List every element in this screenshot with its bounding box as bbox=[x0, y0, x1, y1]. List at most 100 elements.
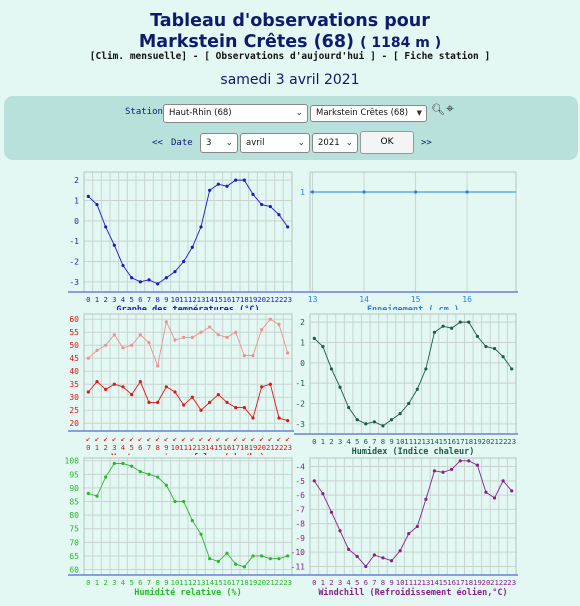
locate-target-icon[interactable]: ⌖ bbox=[446, 101, 454, 117]
data-point bbox=[268, 204, 272, 209]
data-point bbox=[86, 356, 90, 360]
x-tick-label: 1 bbox=[321, 437, 325, 446]
data-point bbox=[95, 380, 99, 384]
x-tick-label: 12 bbox=[188, 295, 197, 304]
y-tick-label: -1 bbox=[295, 379, 305, 388]
data-point bbox=[268, 382, 272, 386]
data-point bbox=[208, 400, 212, 404]
nav-links: [Clim. mensuelle] - [ Observations d'auj… bbox=[0, 51, 580, 62]
y-tick-label: 60 bbox=[69, 566, 79, 575]
data-point bbox=[104, 387, 108, 391]
data-point bbox=[260, 202, 264, 207]
data-point bbox=[424, 367, 428, 371]
data-point bbox=[251, 354, 255, 358]
y-tick-label: -3 bbox=[295, 420, 305, 429]
station-title: Markstein Crêtes (68) ( 1184 m ) bbox=[0, 31, 580, 54]
data-point bbox=[112, 333, 116, 337]
data-point bbox=[121, 461, 125, 466]
data-point bbox=[286, 419, 290, 423]
search-icon[interactable]: 🔍︎ bbox=[431, 103, 445, 116]
fiche-station-link[interactable]: [ Fiche station ] bbox=[392, 51, 491, 62]
x-tick-label: 21 bbox=[490, 437, 499, 446]
data-point bbox=[173, 338, 177, 342]
prev-day-button[interactable]: << bbox=[152, 138, 163, 148]
department-select[interactable]: Haut-Rhin (68) ⌄ bbox=[163, 104, 308, 123]
x-tick-label: 19 bbox=[249, 443, 258, 452]
x-tick-label: 13 bbox=[197, 443, 206, 452]
data-point bbox=[286, 351, 290, 355]
y-tick-label: 100 bbox=[65, 457, 80, 466]
data-point bbox=[450, 326, 454, 330]
x-tick-label: 22 bbox=[499, 437, 508, 446]
data-point bbox=[130, 393, 134, 397]
x-tick-label: 20 bbox=[257, 443, 266, 452]
y-tick-label: -6 bbox=[295, 491, 305, 500]
x-tick-label: 20 bbox=[257, 295, 266, 304]
wind-direction-arrow: ↙ bbox=[86, 434, 91, 443]
y-tick-label: -10 bbox=[291, 548, 306, 557]
data-point bbox=[164, 276, 168, 280]
x-tick-label: 10 bbox=[396, 578, 405, 587]
wind-direction-arrow: ↙ bbox=[242, 434, 247, 443]
data-point bbox=[104, 475, 108, 479]
y-tick-label: 2 bbox=[74, 176, 79, 185]
x-tick-label: 7 bbox=[147, 295, 151, 304]
data-point bbox=[95, 348, 99, 352]
data-point bbox=[112, 382, 116, 386]
data-point bbox=[467, 459, 471, 463]
data-point bbox=[225, 184, 229, 188]
next-day-button[interactable]: >> bbox=[421, 138, 432, 148]
y-tick-label: 1 bbox=[300, 338, 305, 347]
data-point bbox=[242, 354, 246, 358]
year-value: 2021 bbox=[318, 138, 340, 148]
y-tick-label: 0 bbox=[300, 359, 305, 368]
data-point bbox=[242, 178, 246, 182]
month-value: avril bbox=[246, 138, 265, 148]
data-point bbox=[147, 472, 151, 476]
x-tick-label: 4 bbox=[121, 578, 126, 587]
x-tick-label: 14 bbox=[430, 578, 439, 587]
x-tick-label: 23 bbox=[283, 578, 292, 587]
data-point bbox=[138, 280, 142, 284]
data-point bbox=[199, 532, 203, 536]
data-point bbox=[277, 557, 281, 561]
data-point bbox=[364, 422, 368, 426]
y-tick-label: 35 bbox=[69, 380, 79, 389]
data-point bbox=[407, 401, 411, 406]
data-point bbox=[112, 243, 116, 247]
data-point bbox=[389, 559, 394, 563]
data-point bbox=[501, 479, 505, 483]
data-point bbox=[121, 346, 125, 350]
data-point bbox=[277, 322, 281, 326]
wind-direction-arrow: ↙ bbox=[190, 434, 195, 443]
x-tick-label: 21 bbox=[266, 578, 275, 587]
data-point bbox=[242, 565, 246, 569]
chart-caption: Vent moyen/en rafales ( km/h ) bbox=[111, 453, 265, 455]
station-select[interactable]: Markstein Crêtes (68) ▼ bbox=[310, 105, 427, 122]
chart-caption: Graphe des températures (°C) bbox=[116, 304, 259, 310]
wind-direction-arrow: ↙ bbox=[277, 434, 282, 443]
x-tick-label: 14 bbox=[430, 437, 439, 446]
x-tick-label: 14 bbox=[205, 578, 214, 587]
observations-today-link[interactable]: [ Observations d'aujourd'hui ] bbox=[204, 51, 376, 62]
ok-button[interactable]: OK bbox=[360, 131, 414, 154]
x-tick-label: 15 bbox=[214, 443, 223, 452]
x-tick-label: 9 bbox=[164, 578, 168, 587]
chevron-down-icon: ⌄ bbox=[295, 108, 303, 118]
day-select[interactable]: 3 ⌄ bbox=[200, 133, 238, 153]
data-point bbox=[164, 385, 168, 389]
station-label: Station : bbox=[125, 107, 174, 117]
data-point bbox=[475, 463, 479, 467]
clim-mensuelle-link[interactable]: [Clim. mensuelle] bbox=[89, 51, 188, 62]
wind-direction-arrow: ↙ bbox=[112, 434, 117, 443]
data-point bbox=[234, 330, 238, 334]
selection-panel: Station : Haut-Rhin (68) ⌄ Markstein Crêt… bbox=[4, 96, 578, 160]
data-point bbox=[286, 225, 290, 229]
year-select[interactable]: 2021 ⌄ bbox=[312, 133, 358, 153]
x-tick-label: 9 bbox=[164, 295, 168, 304]
data-point bbox=[364, 564, 368, 569]
month-select[interactable]: avril ⌄ bbox=[240, 133, 310, 153]
wind-direction-arrow: ↙ bbox=[285, 434, 290, 443]
y-tick-label: -8 bbox=[295, 520, 305, 529]
data-point bbox=[121, 263, 125, 268]
